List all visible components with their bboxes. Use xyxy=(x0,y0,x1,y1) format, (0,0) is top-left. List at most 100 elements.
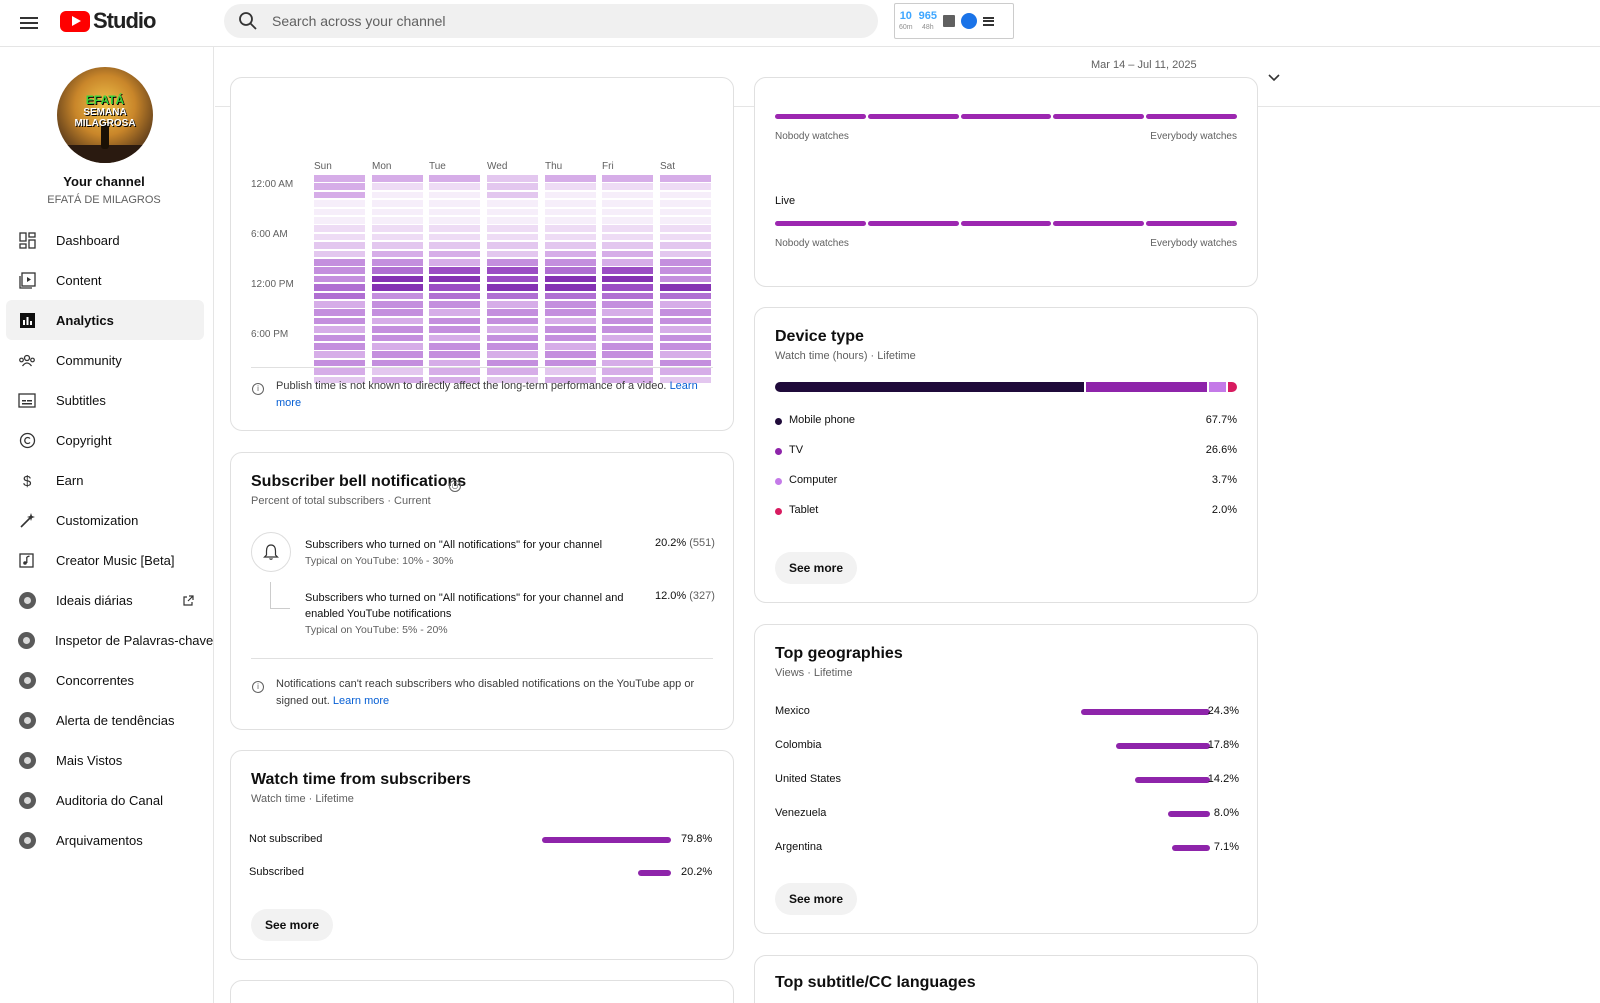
heatmap-cell xyxy=(429,284,480,291)
sidebar-item-community[interactable]: Community xyxy=(6,340,204,380)
heatmap-cell xyxy=(660,284,711,291)
heatmap-cell xyxy=(487,175,538,182)
when-viewers-watch-card: Nobody watches Everybody watches Live No… xyxy=(754,77,1258,287)
sidebar-item-content[interactable]: Content xyxy=(6,260,204,300)
heatmap-cell xyxy=(545,376,596,384)
chevron-down-icon[interactable] xyxy=(1267,71,1281,85)
search-bar[interactable] xyxy=(224,4,878,38)
heatmap-cell xyxy=(545,233,596,241)
sidebar-item-mais-vistos[interactable]: Mais Vistos xyxy=(6,740,204,780)
sidebar-item-ideais-di-rias[interactable]: Ideais diárias xyxy=(6,580,204,620)
device-label: Tablet xyxy=(789,504,819,516)
learn-more-link[interactable]: Learn more xyxy=(276,380,698,409)
heatmap-cell xyxy=(487,242,538,249)
heatmap-cell xyxy=(602,250,653,258)
heatmap-cell xyxy=(372,376,423,384)
country-bar xyxy=(1115,743,1210,749)
heatmap-cell xyxy=(429,183,480,190)
heatmap-cell xyxy=(602,326,653,333)
sidebar-item-analytics[interactable]: Analytics xyxy=(6,300,204,340)
avatar-title-text: EFATÁ xyxy=(85,93,125,107)
sidebar-item-dashboard[interactable]: Dashboard xyxy=(6,220,204,260)
sidebar-item-auditoria-do-canal[interactable]: Auditoria do Canal xyxy=(6,780,204,820)
heatmap-cell xyxy=(602,284,653,291)
subtitles-icon xyxy=(18,391,36,409)
geo-row: Colombia 17.8% xyxy=(775,739,1257,755)
sidebar-item-inspetor-de-palavras-chave[interactable]: Inspetor de Palavras-chave xyxy=(6,620,213,660)
heatmap-cell xyxy=(602,217,653,224)
everybody-watches-label: Everybody watches xyxy=(1150,131,1237,142)
search-input[interactable] xyxy=(272,13,832,29)
hamburger-menu-icon[interactable] xyxy=(18,12,40,34)
see-more-button[interactable]: See more xyxy=(251,909,334,941)
heatmap-cell xyxy=(372,191,423,199)
sidebar-item-customization[interactable]: Customization xyxy=(6,500,204,540)
heatmap-cell xyxy=(372,250,423,258)
history-icon[interactable]: ◷ xyxy=(449,475,461,493)
card-subtitle: Percent of total subscribers · Current xyxy=(251,495,431,507)
card-title: Top geographies xyxy=(775,645,903,662)
studio-logo[interactable]: Studio xyxy=(60,8,156,34)
heatmap-cell xyxy=(372,292,423,300)
stat-value: 10 xyxy=(899,10,912,22)
heatmap-cell xyxy=(602,267,653,274)
heatmap-cell xyxy=(602,233,653,241)
stat-label: 60m xyxy=(899,24,913,31)
card-title: Top subtitle/CC languages xyxy=(775,974,976,991)
heatmap-cell xyxy=(314,233,365,241)
sidebar-item-alerta-de-tend-ncias[interactable]: Alerta de tendências xyxy=(6,700,204,740)
heatmap-cell xyxy=(602,317,653,325)
heatmap-cell xyxy=(545,259,596,266)
country-bar xyxy=(1081,709,1210,715)
heatmap-cell xyxy=(487,351,538,358)
value-count: (551) xyxy=(689,537,715,549)
extension-logo-icon[interactable] xyxy=(960,13,977,29)
sidebar-item-earn[interactable]: $ Earn xyxy=(6,460,204,500)
heatmap-cell xyxy=(314,359,365,367)
heatmap-cell xyxy=(372,301,423,308)
search-icon[interactable] xyxy=(238,11,258,31)
country-label: Colombia xyxy=(775,739,822,751)
learn-more-link[interactable]: Learn more xyxy=(332,695,390,707)
external-link-icon[interactable] xyxy=(182,594,194,606)
nobody-watches-label: Nobody watches xyxy=(775,238,849,249)
sidebar-item-label: Mais Vistos xyxy=(56,752,123,768)
sidebar-item-arquivamentos[interactable]: Arquivamentos xyxy=(6,820,204,860)
avatar-subtitle-text: SEMANA MILAGROSA xyxy=(74,107,136,129)
top-geographies-card: Top geographies Views · Lifetime Mexico 2… xyxy=(754,624,1258,934)
device-label: Computer xyxy=(789,474,838,486)
main-content: Mar 14 – Jul 11, 2025 Lifetime OverviewC… xyxy=(215,47,1600,1003)
country-label: Mexico xyxy=(775,705,810,717)
heatmap-cell xyxy=(372,317,423,325)
device-bar-segment[interactable] xyxy=(1227,382,1238,392)
device-bar-segment[interactable] xyxy=(1085,382,1208,392)
heatmap-cell xyxy=(487,259,538,266)
sidebar-item-copyright[interactable]: Copyright xyxy=(6,420,204,460)
device-value: 67.7% xyxy=(1205,414,1237,426)
sidebar-item-subtitles[interactable]: Subtitles xyxy=(6,380,204,420)
heatmap-cell xyxy=(545,351,596,358)
heatmap-cell xyxy=(487,217,538,224)
device-bar-segment[interactable] xyxy=(1209,382,1226,392)
heatmap-cell xyxy=(429,208,480,216)
heatmap-cell xyxy=(487,267,538,274)
extension-stat-60m: 10 60m xyxy=(899,10,913,32)
country-bar xyxy=(1167,811,1210,817)
heatmap-day-label: Wed xyxy=(487,161,508,172)
heatmap-cell xyxy=(372,309,423,316)
sidebar-item-creator-music-beta[interactable]: Creator Music [Beta] xyxy=(6,540,204,580)
channel-avatar[interactable]: EFATÁ SEMANA MILAGROSA xyxy=(57,67,153,163)
menu-icon[interactable] xyxy=(982,16,994,26)
heatmap-cell xyxy=(372,267,423,274)
heatmap-cell xyxy=(429,217,480,224)
see-more-button[interactable]: See more xyxy=(775,552,858,584)
see-more-button[interactable]: See more xyxy=(775,883,858,915)
heatmap-cell xyxy=(429,267,480,274)
heatmap-cell xyxy=(487,326,538,333)
sidebar-item-concorrentes[interactable]: Concorrentes xyxy=(6,660,204,700)
device-bar-segment[interactable] xyxy=(775,382,1084,392)
extension-widget[interactable]: 10 60m 965 48h xyxy=(894,3,1014,39)
heatmap-cell xyxy=(429,225,480,232)
bar-chart-icon[interactable] xyxy=(942,15,955,27)
avatar-figure xyxy=(101,123,109,149)
